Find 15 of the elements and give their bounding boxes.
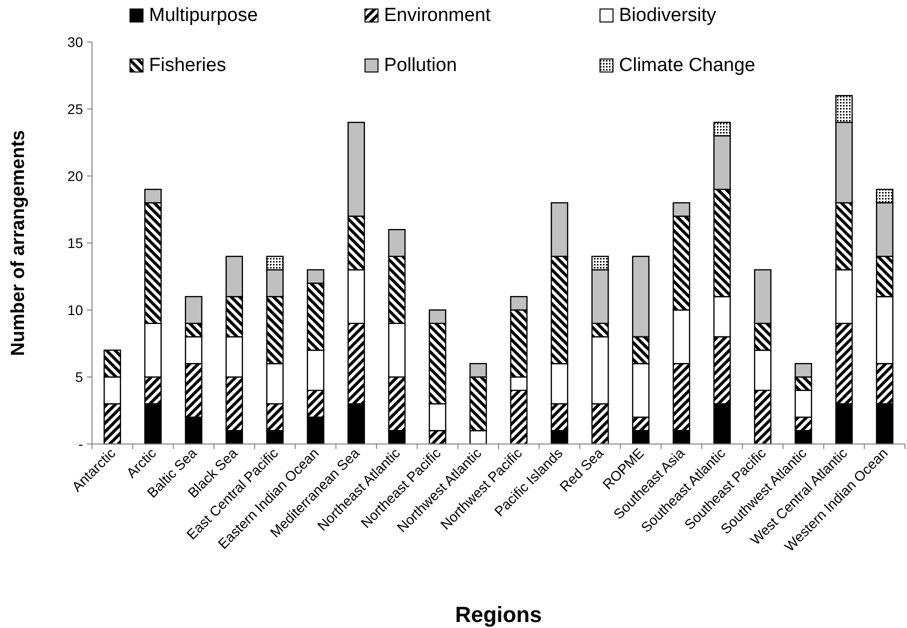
legend-label: Environment: [384, 5, 492, 26]
y-tick-label: 15: [67, 234, 84, 251]
x-axis-title: Regions: [455, 602, 542, 627]
legend-label: Fisheries: [149, 55, 226, 76]
legend-label: Multipurpose: [149, 5, 258, 26]
y-tick-label: 20: [67, 168, 84, 184]
y-tick-label: 10: [67, 302, 84, 318]
legend-label: Climate Change: [619, 55, 756, 76]
y-tick-label: -: [78, 436, 84, 452]
y-tick-label: 5: [75, 368, 84, 385]
y-tick-label: 30: [67, 34, 84, 50]
y-tick-label: 25: [67, 100, 84, 117]
y-axis-title: Number of arrangements: [8, 130, 29, 356]
legend-label: Biodiversity: [619, 5, 717, 26]
legend-label: Pollution: [384, 55, 457, 76]
